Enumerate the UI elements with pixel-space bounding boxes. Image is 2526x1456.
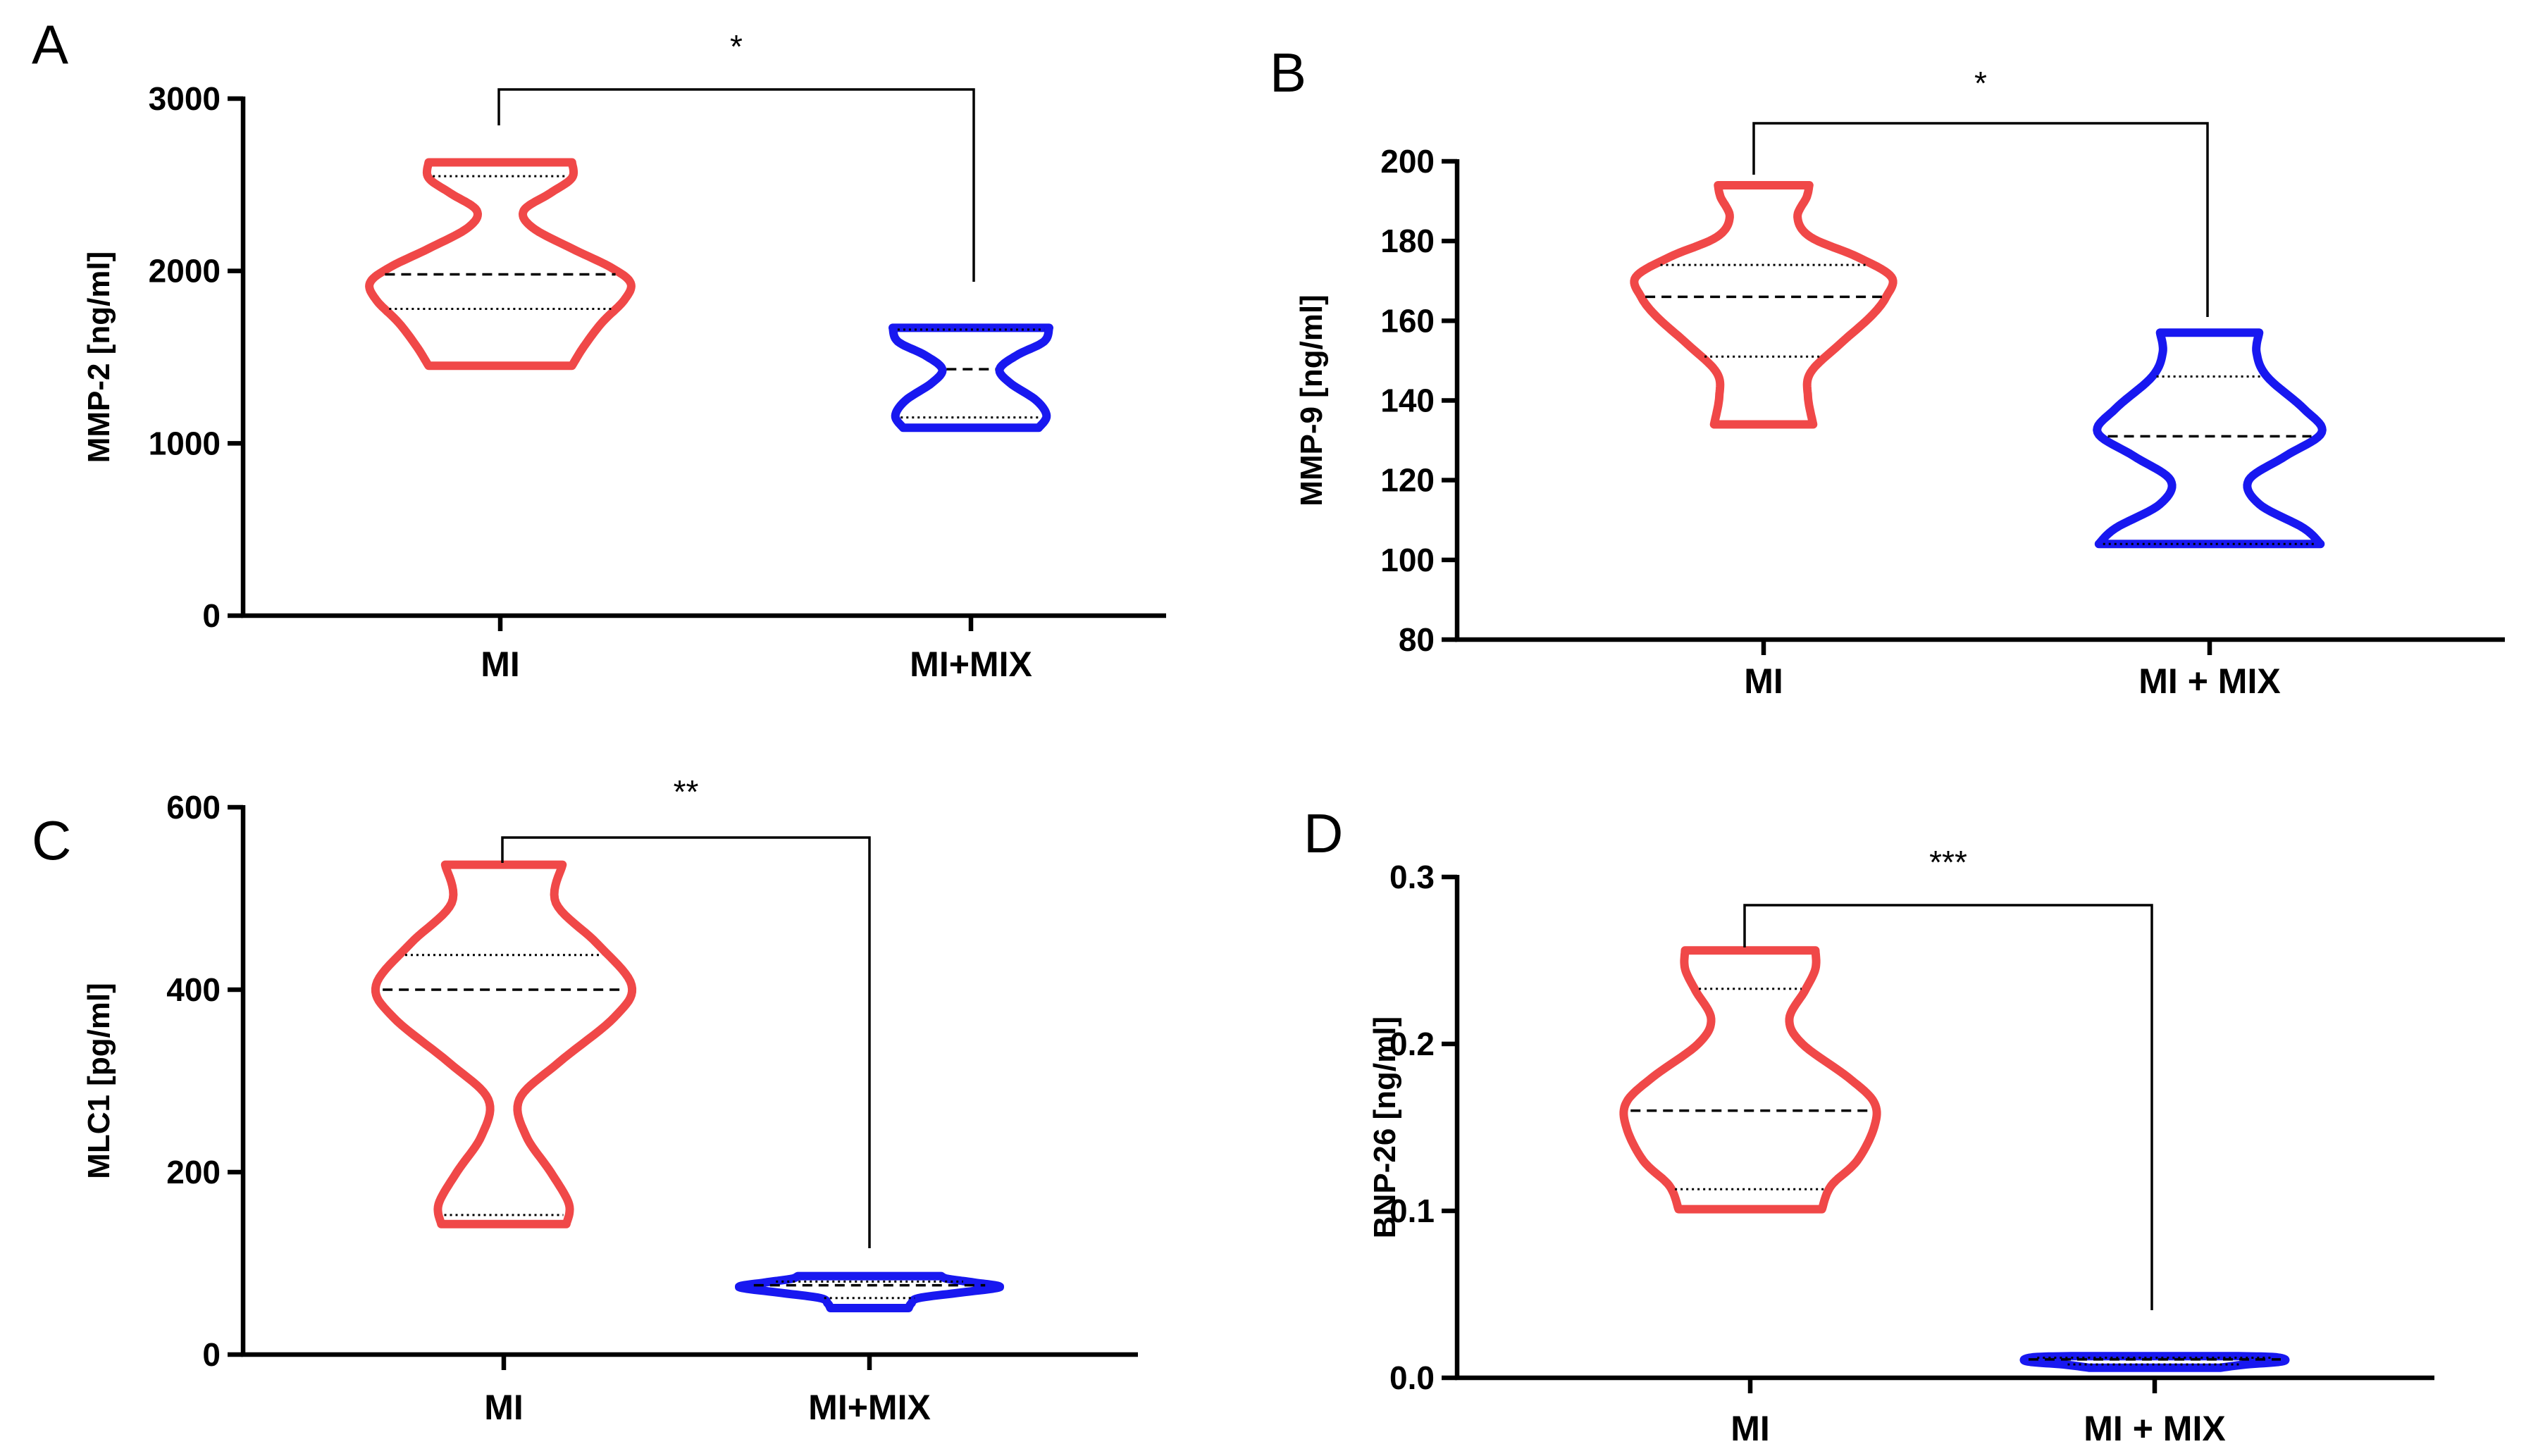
significance-bracket [1752, 122, 2209, 317]
x-tick-label: MI [484, 1388, 524, 1427]
violin-mi [365, 158, 636, 371]
y-tick-label: 0 [202, 597, 221, 634]
panel-c: C 0 200 400 600 MLC1 [pg/ml] MI MI+MIX ** [32, 773, 1138, 1427]
x-tick-label: MI [1731, 1409, 1770, 1448]
y-tick-label: 0 [202, 1336, 221, 1373]
y-tick-label: 0.2 [1389, 1026, 1435, 1062]
y-tick-label: 400 [166, 971, 221, 1008]
violin-mi-mix [735, 1271, 1004, 1312]
significance-bracket [497, 88, 975, 282]
y-tick-label: 200 [166, 1154, 221, 1190]
significance-bracket [1743, 904, 2153, 1310]
significance-bracket [501, 836, 871, 1248]
violin-mi [1630, 181, 1897, 429]
significance-label: * [1974, 65, 1987, 101]
panel-label: D [1304, 802, 1343, 864]
y-tick-label: 3000 [149, 80, 221, 117]
y-tick-label: 100 [1380, 542, 1435, 578]
x-tick-label: MI + MIX [2084, 1409, 2225, 1448]
panel-label: C [32, 809, 71, 871]
y-axis-label: MMP-2 [ng/ml] [82, 251, 116, 463]
y-tick-label: 600 [166, 789, 221, 826]
violin-mi [371, 860, 637, 1228]
y-tick-label: 140 [1380, 382, 1435, 419]
y-tick-label: 160 [1380, 302, 1435, 339]
panel-label: B [1270, 42, 1306, 104]
y-tick-label: 0.0 [1389, 1359, 1435, 1396]
x-tick-label: MI+MIX [808, 1388, 931, 1427]
y-axis-label: BNP-26 [ng/ml] [1368, 1016, 1402, 1238]
y-tick-label: 2000 [149, 253, 221, 290]
violin-mi [1619, 946, 1881, 1214]
x-tick-label: MI+MIX [910, 645, 1032, 684]
y-tick-label: 80 [1399, 621, 1435, 658]
panel-d: D 0.0 0.1 0.2 0.3 BNP-26 [ng/ml] MI MI + MIX *** [1304, 802, 2434, 1448]
x-tick-label: MI + MIX [2138, 661, 2280, 701]
y-tick-label: 1000 [149, 425, 221, 461]
y-tick-label: 180 [1380, 223, 1435, 259]
x-tick-label: MI [1744, 661, 1783, 701]
y-tick-label: 200 [1380, 143, 1435, 180]
significance-label: * [730, 28, 743, 65]
panel-b: B 80 100 120 140 160 180 200 MMP-9 [ng/ml] MI MI +… [1270, 42, 2505, 701]
significance-label: ** [674, 773, 699, 810]
significance-label: *** [1929, 844, 1967, 881]
y-axis-label: MLC1 [pg/ml] [82, 983, 116, 1179]
y-tick-label: 0.1 [1389, 1193, 1435, 1229]
x-tick-label: MI [481, 645, 520, 684]
panel-a: A 0 1000 2000 3000 MMP-2 [ng/ml] MI MI+MIX * [32, 13, 1166, 684]
y-axis-label: MMP-9 [ng/ml] [1294, 294, 1329, 506]
y-tick-label: 0.3 [1389, 859, 1435, 895]
violin-mi-mix [2019, 1352, 2290, 1372]
violin-mi-mix [889, 323, 1053, 433]
y-tick-label: 120 [1380, 462, 1435, 499]
panel-label: A [32, 13, 68, 75]
violin-mi-mix [2093, 328, 2327, 549]
